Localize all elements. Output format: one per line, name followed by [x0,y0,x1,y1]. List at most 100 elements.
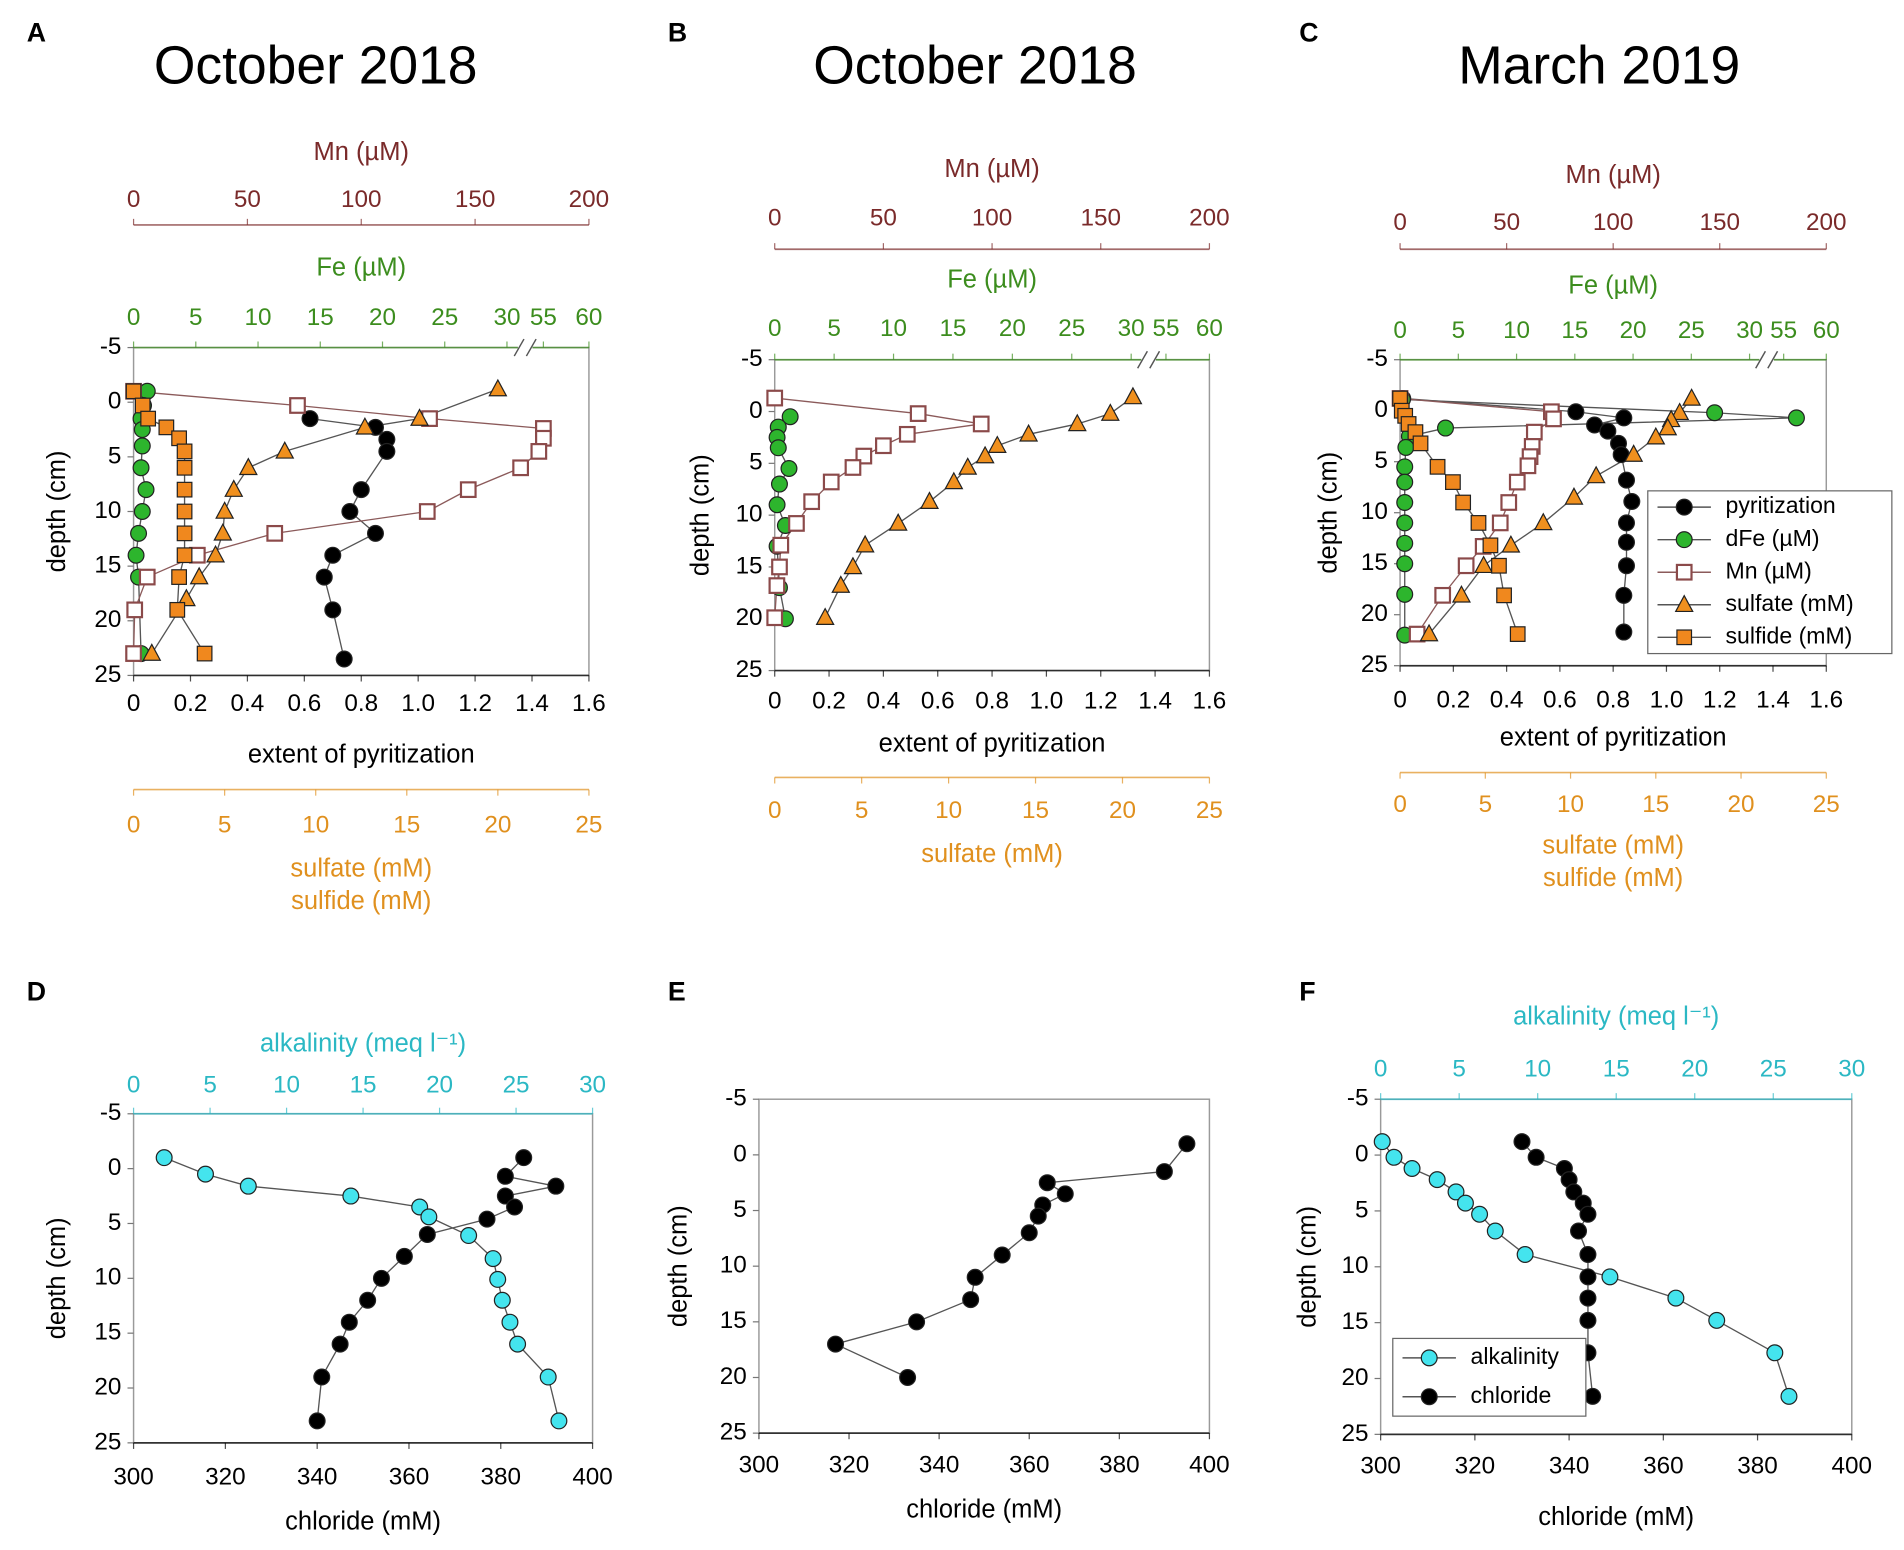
marker-triangle [1674,594,1694,613]
legend-label: sulfate (mM) [1726,590,1854,616]
x-tick-label: 0 [1393,209,1407,236]
marker-circle [1615,409,1633,427]
x-tick-label: 5 [827,315,841,342]
x-tick-label: 25 [503,1071,530,1098]
marker-circle [130,524,148,542]
marker-circle [484,1250,502,1268]
marker-square [1457,557,1475,575]
x-axis-title: sulfide (mM) [1543,864,1683,892]
marker-circle [547,1177,565,1195]
y-tick-label: 0 [1355,1140,1369,1167]
x-tick-label: 150 [1699,209,1740,236]
x-tick-label: 5 [218,811,232,838]
marker-square [803,493,821,511]
x-tick-label: 20 [426,1071,453,1098]
marker-square [1496,587,1512,604]
marker-circle [489,1270,507,1288]
marker-circle [769,439,787,457]
x-axis-title: Mn (µM) [314,138,409,166]
marker-circle [1456,1194,1474,1212]
marker-square [972,415,990,433]
marker-circle [1397,438,1415,456]
x-tick-label: 400 [1189,1451,1230,1478]
marker-circle [308,1412,326,1430]
x-axis-title: sulfide (mM) [291,887,431,915]
x-tick-label: 25 [575,811,602,838]
x-tick-label: 360 [1009,1451,1050,1478]
panel-letter: D [27,977,46,1007]
x-axis-title: extent of pyritization [879,729,1106,757]
marker-square [1434,586,1452,604]
x-tick-label: 50 [870,204,897,231]
marker-circle [1420,1388,1438,1406]
x-tick-label: 0.4 [867,688,901,715]
marker-square [772,536,790,554]
marker-circle [1706,404,1724,422]
marker-circle [478,1210,496,1228]
y-axis-title: depth (cm) [1314,452,1342,574]
x-tick-label: 1.6 [572,690,606,717]
marker-triangle [215,501,235,519]
y-tick-label: -5 [741,345,763,372]
x-axis-title: Mn (µM) [1565,161,1660,189]
y-tick-label: 25 [720,1419,747,1446]
marker-circle [1396,494,1414,512]
marker-circle [395,1247,413,1265]
marker-triangle [213,522,233,541]
series-line [151,388,499,654]
plot-frame [758,1098,1211,1434]
marker-triangle [238,457,258,476]
marker-square [1412,435,1429,452]
marker-circle [550,1412,568,1430]
marker-circle [781,408,799,426]
marker-circle [420,1208,438,1226]
marker-triangle [1451,584,1471,603]
x-tick-label: 100 [341,186,381,213]
marker-circle [1029,1207,1047,1225]
x-tick-label: 20 [1109,797,1136,824]
marker-triangle [815,607,835,626]
x-tick-label: 1.4 [515,690,549,717]
marker-square [1470,515,1487,531]
x-tick-label: 0 [127,1071,141,1098]
marker-circle [1601,1268,1619,1286]
x-tick-label: 10 [273,1071,300,1098]
marker-circle [133,437,151,455]
x-tick-label: 5 [1479,791,1493,818]
marker-circle [539,1368,557,1386]
marker-circle [962,1291,980,1309]
marker-circle [1708,1311,1726,1329]
y-tick-label: 0 [733,1140,747,1167]
x-tick-label: 300 [113,1463,154,1490]
marker-circle [196,1165,214,1183]
marker-circle [331,1335,349,1353]
marker-circle [137,481,155,499]
marker-triangle [1658,417,1678,436]
marker-triangle [1019,423,1039,442]
marker-square [459,481,477,499]
marker-square [1455,494,1472,511]
legend-label: pyritization [1726,492,1836,518]
x-tick-label: 60 [1196,315,1223,342]
marker-circle [366,524,384,542]
marker-square [171,569,187,585]
marker-circle [515,1149,533,1167]
x-tick-label: 150 [455,186,496,213]
marker-triangle [975,445,995,464]
x-tick-label: 400 [572,1463,613,1490]
marker-circle [1617,533,1635,551]
marker-circle [1579,1205,1597,1223]
marker-circle [132,459,150,477]
x-tick-label: 55 [1770,317,1797,344]
marker-square [788,515,805,532]
marker-triangle [224,479,244,497]
marker-square [125,645,142,662]
marker-square [176,525,193,542]
axis-break [513,338,525,357]
y-tick-label: 5 [108,1209,122,1236]
marker-circle [1579,1311,1597,1329]
x-tick-label: 25 [1813,791,1840,818]
x-tick-label: 30 [493,304,520,331]
marker-circle [1766,1344,1784,1362]
marker-circle [1396,458,1414,476]
